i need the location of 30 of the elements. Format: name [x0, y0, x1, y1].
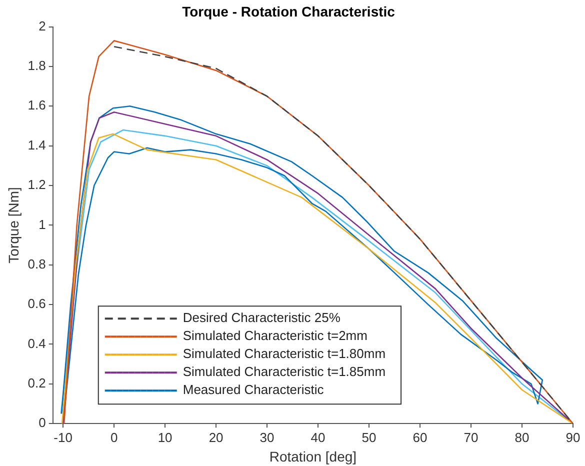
x-tick-label: 80: [514, 430, 530, 445]
x-tick-label: 70: [464, 430, 478, 445]
legend-label: Measured Characteristic: [182, 382, 324, 398]
x-tick-label: 10: [158, 430, 172, 445]
x-tick-label: 20: [208, 430, 224, 445]
x-tick-label: 90: [566, 430, 580, 445]
y-tick-label: 0.6: [28, 296, 46, 312]
legend-label: Simulated Characteristic t=2mm: [182, 328, 368, 344]
y-tick-label: 1.4: [28, 137, 46, 152]
y-tick-label: 0.4: [28, 336, 46, 351]
y-tick-label: 2: [38, 18, 46, 34]
x-tick-label: 50: [362, 430, 376, 445]
y-tick-label: 1.8: [28, 58, 46, 74]
chart-title: Torque - Rotation Characteristic: [182, 3, 396, 20]
x-axis-title: Rotation [deg]: [269, 448, 357, 464]
y-tick-label: 1.6: [28, 98, 46, 113]
legend-label: Desired Characteristic 25%: [182, 310, 341, 326]
legend-label: Simulated Characteristic t=1.80mm: [182, 346, 386, 362]
x-tick-label: 40: [310, 430, 326, 445]
x-tick-label: 60: [412, 430, 428, 445]
x-tick-label: 0: [110, 430, 118, 445]
x-tick-label: -10: [54, 430, 72, 445]
y-axis-title: Torque [Nm]: [5, 187, 22, 264]
x-tick-label: 30: [260, 430, 274, 445]
y-tick-label: 0.8: [28, 256, 46, 272]
y-tick-label: 1.2: [28, 177, 46, 192]
y-tick-label: 0: [38, 415, 46, 430]
y-tick-label: 1: [38, 216, 46, 232]
legend-label: Simulated Characteristic t=1.85mm: [182, 364, 386, 380]
y-tick-label: 0.2: [28, 376, 46, 390]
